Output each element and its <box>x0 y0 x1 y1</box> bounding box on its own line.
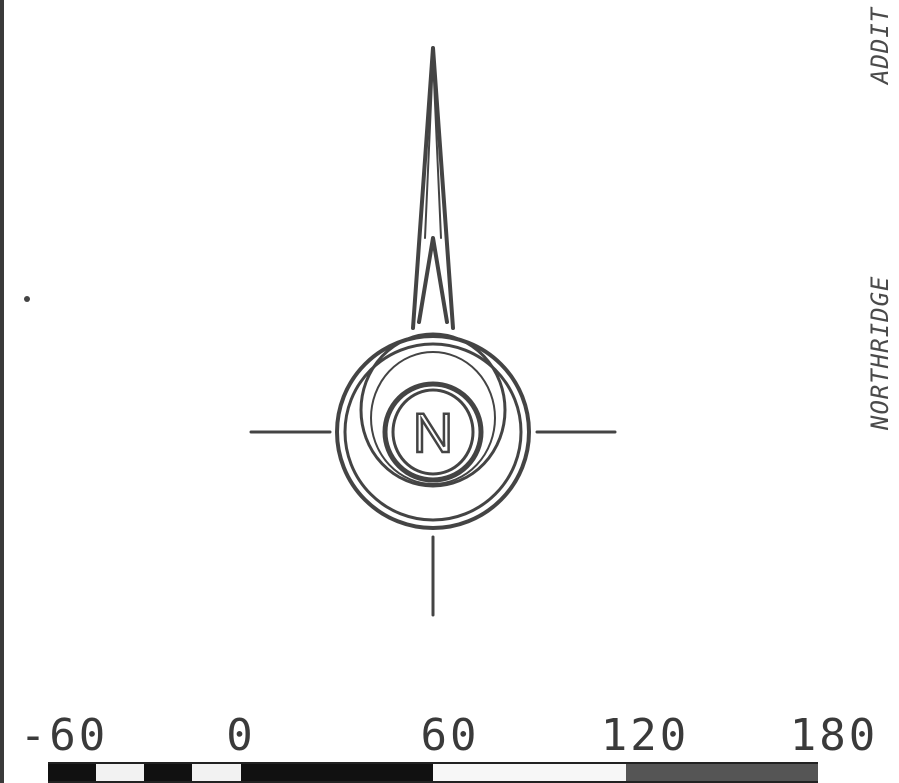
scale-tick-label: 0 <box>226 710 256 761</box>
scale-tick-label: 180 <box>789 710 879 761</box>
scale-bar-segment <box>96 762 145 783</box>
scale-bar-segment <box>625 762 818 783</box>
map-point-marker <box>24 296 30 302</box>
scale-bar-segment <box>48 762 97 783</box>
scale-bar-segment <box>240 762 433 783</box>
scale-bar <box>48 762 818 783</box>
scale-tick-label: 60 <box>420 710 480 761</box>
scale-bar-segment <box>144 762 193 783</box>
scale-bar-segment <box>433 762 626 783</box>
map-frame-left-border <box>0 0 4 783</box>
map-label-addition-partial: ADDIT <box>866 6 894 84</box>
scale-bar-segment <box>192 762 241 783</box>
map-label-northridge: NORTHRIDGE <box>866 275 894 431</box>
scale-tick-label: -60 <box>19 710 109 761</box>
north-letter: N <box>413 401 453 464</box>
scale-tick-label: 120 <box>600 710 690 761</box>
